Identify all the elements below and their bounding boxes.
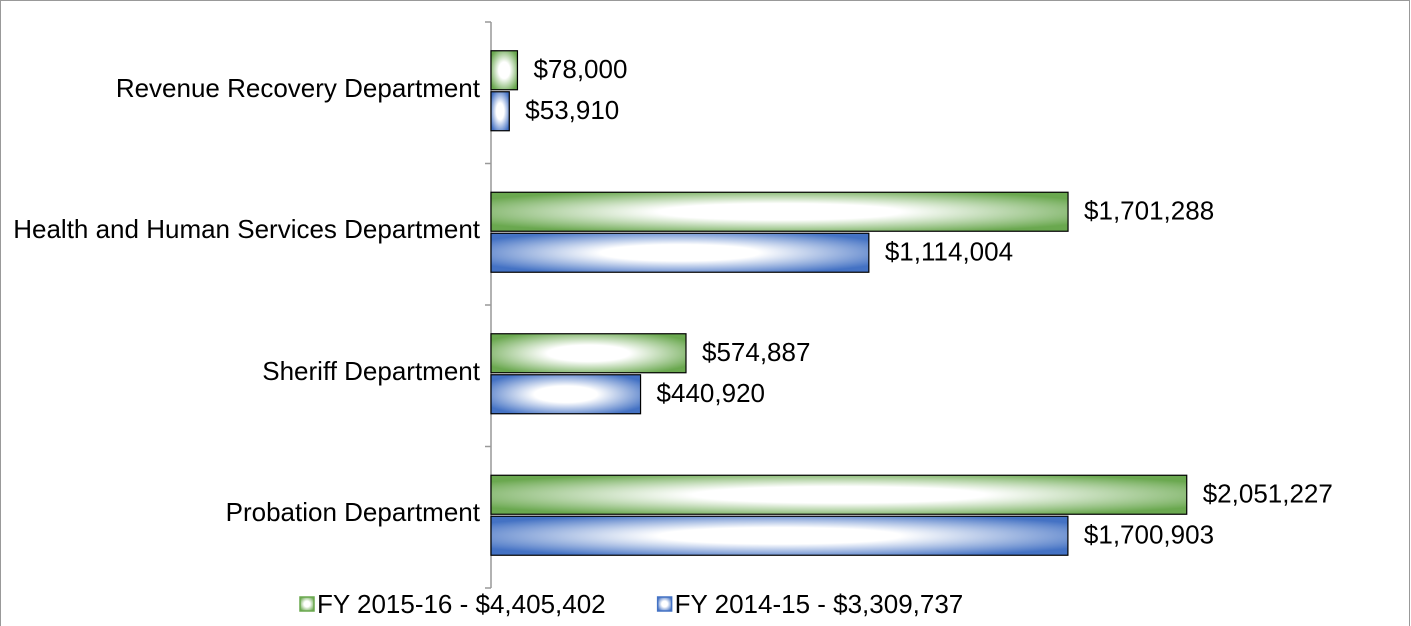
legend-swatch [299,596,315,612]
legend-swatch [656,596,673,612]
bar [490,91,510,132]
bar [490,50,519,91]
bar [490,474,1188,515]
data-label: $53,910 [525,95,619,125]
legend-label: FY 2015-16 - $4,405,402 [317,589,606,619]
bar [490,374,642,415]
bar [490,515,1069,556]
bar [490,333,687,374]
bar [490,232,870,273]
legend-label: FY 2014-15 - $3,309,737 [675,589,964,619]
data-label: $1,701,288 [1084,196,1214,226]
bar [490,191,1069,232]
category-label: Revenue Recovery Department [115,72,480,103]
data-label: $78,000 [533,54,627,84]
data-label: $2,051,227 [1203,479,1333,509]
category-label: Health and Human Services Department [13,214,480,245]
data-label: $440,920 [657,378,765,408]
category-label: Sheriff Department [262,355,480,386]
data-label: $1,114,004 [885,237,1013,267]
data-label: $574,887 [702,337,810,367]
category-label: Probation Department [225,497,480,528]
data-label: $1,700,903 [1084,520,1214,550]
